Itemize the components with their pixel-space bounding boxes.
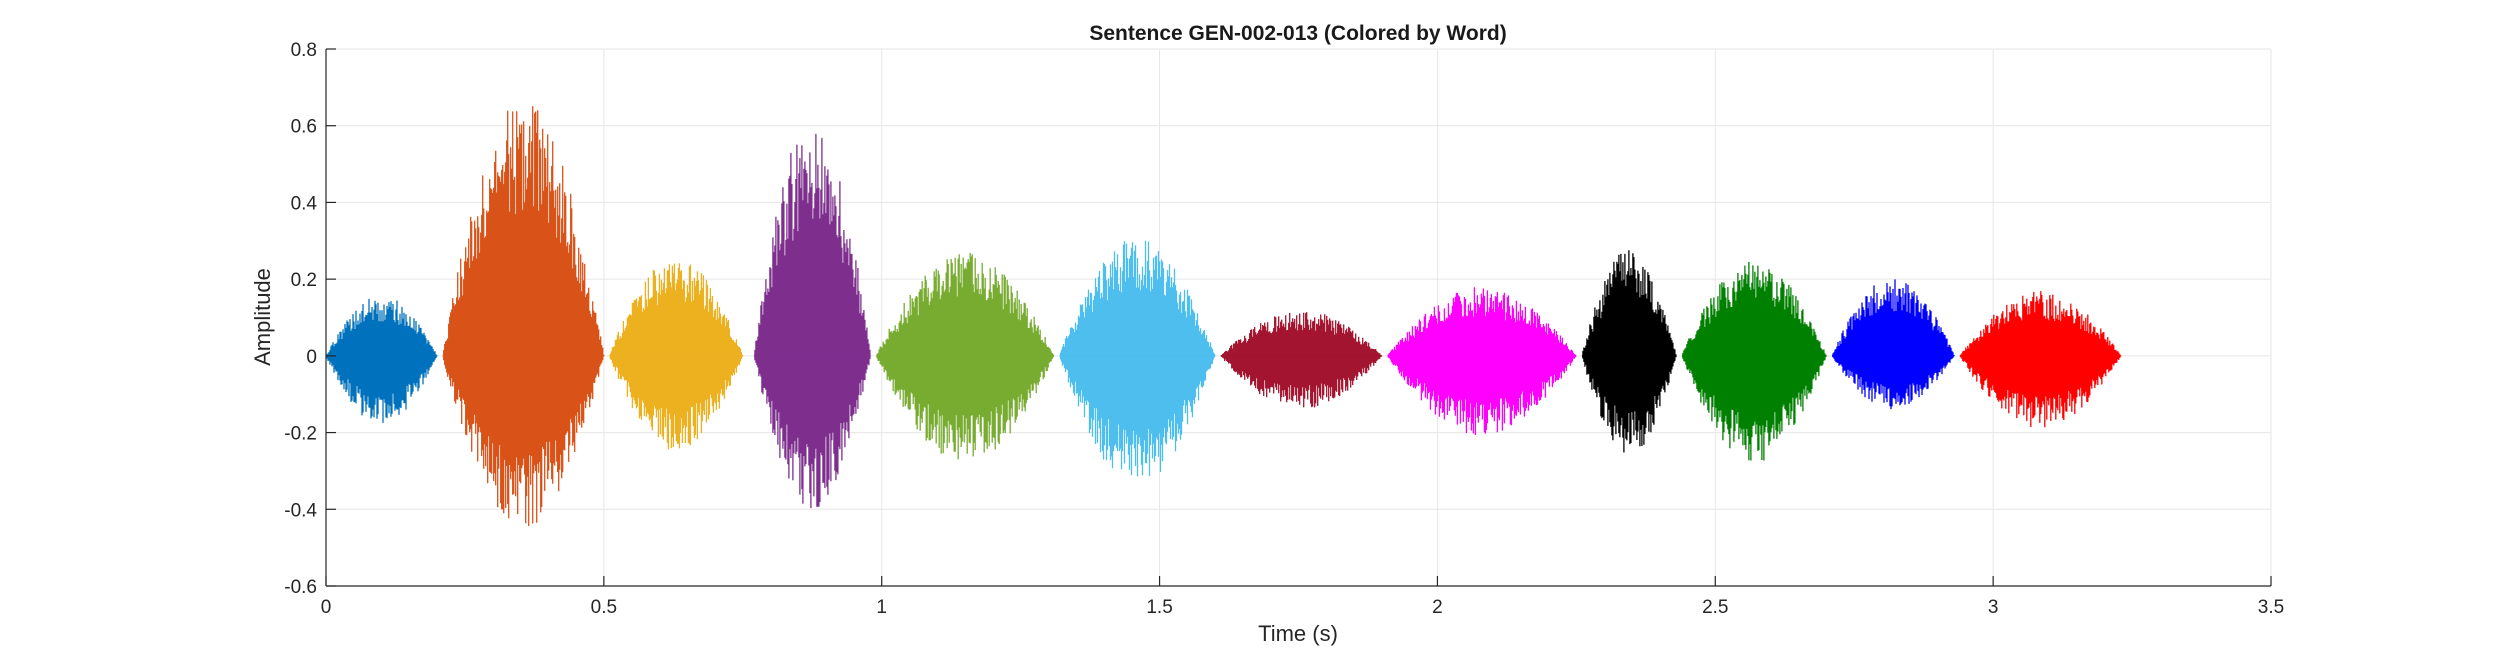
y-tick-label-3: 0 [306, 347, 317, 368]
x-axis-ticks: 0 0.5 1 1.5 2 2.5 3 3.5 [321, 576, 2284, 618]
x-axis-label: Time (s) [1258, 621, 1338, 646]
x-tick-label-0: 0 [321, 597, 332, 618]
y-axis-ticks: -0.6 -0.4 -0.2 0 0.2 0.4 0.6 0.8 [284, 40, 336, 598]
y-tick-label-6: 0.6 [291, 117, 317, 138]
plot-area [326, 49, 2271, 586]
axes-box [325, 49, 2271, 587]
word-waveform-3 [609, 263, 744, 450]
y-tick-label-0: -0.6 [284, 577, 317, 598]
x-tick-label-7: 3.5 [2258, 597, 2284, 618]
x-tick-label-6: 3 [1988, 597, 1999, 618]
x-tick-label-2: 1 [876, 597, 887, 618]
x-tick-label-1: 0.5 [591, 597, 617, 618]
word-waveform-2 [443, 106, 605, 526]
y-axis-label: Amplitude [250, 268, 275, 366]
word-waveform-4 [754, 133, 871, 509]
y-tick-label-1: -0.4 [284, 500, 317, 521]
waveform-series [326, 106, 2122, 526]
word-waveform-1 [326, 298, 438, 423]
y-tick-label-7: 0.8 [291, 40, 317, 61]
x-tick-label-5: 2.5 [1702, 597, 1728, 618]
word-waveform-11 [1832, 279, 1955, 410]
word-waveform-10 [1682, 261, 1827, 461]
y-tick-label-5: 0.4 [291, 193, 318, 214]
word-waveform-5 [876, 253, 1054, 460]
x-tick-label-3: 1.5 [1146, 597, 1172, 618]
y-tick-label-4: 0.2 [291, 270, 317, 291]
chart-title: Sentence GEN-002-013 (Colored by Word) [1089, 22, 1506, 45]
y-tick-label-2: -0.2 [284, 424, 317, 445]
word-waveform-6 [1059, 240, 1216, 477]
x-tick-label-4: 2 [1432, 597, 1443, 618]
